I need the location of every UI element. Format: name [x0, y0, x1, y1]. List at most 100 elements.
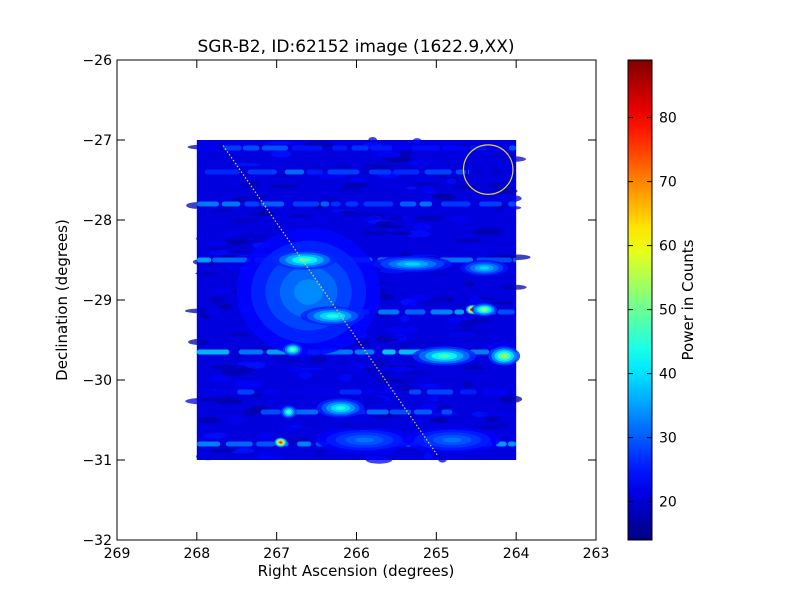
noise-patch [250, 393, 263, 398]
noise-patch [196, 397, 224, 402]
noise-patch [289, 436, 310, 443]
noise-patch [255, 455, 283, 460]
noise-patch [266, 162, 287, 168]
streak-segment [397, 145, 411, 151]
noise-patch [227, 220, 238, 227]
noise-patch [322, 197, 339, 203]
blob-level [335, 406, 346, 410]
noise-patch [377, 317, 386, 322]
noise-patch [433, 163, 446, 171]
streak-segment [382, 349, 396, 355]
noise-patch [497, 156, 526, 162]
noise-patch [350, 196, 383, 200]
streak-segment [413, 409, 433, 415]
noise-patch [228, 333, 250, 337]
noise-patch [408, 160, 429, 166]
noise-patch [314, 450, 326, 456]
blob-level [279, 441, 282, 444]
streak-segment [315, 389, 338, 395]
noise-patch [390, 231, 413, 236]
noise-patch [418, 383, 442, 389]
noise-patch [436, 377, 459, 382]
noise-patch [485, 415, 500, 423]
noise-patch [205, 240, 229, 245]
noise-patch [426, 378, 438, 383]
noise-patch [379, 293, 394, 300]
noise-patch [467, 279, 481, 283]
x-tick-label: 269 [104, 546, 131, 562]
noise-patch [497, 423, 509, 427]
noise-patch [471, 411, 488, 417]
streak-segment [260, 201, 285, 207]
noise-patch [389, 357, 401, 361]
noise-patch [443, 325, 455, 331]
noise-patch [497, 395, 523, 404]
streak-segment [261, 145, 289, 151]
streak-segment [225, 441, 253, 447]
noise-patch [469, 296, 482, 302]
streak-segment [508, 201, 517, 207]
noise-patch [406, 186, 417, 190]
blob-level [442, 437, 462, 443]
noise-patch [478, 422, 502, 429]
noise-patch [232, 235, 245, 242]
colorbar-tick-label: 50 [659, 303, 677, 319]
noise-patch [238, 417, 264, 423]
noise-patch [233, 163, 262, 167]
streak-segment [408, 389, 422, 395]
noise-patch [491, 168, 502, 177]
noise-patch [430, 272, 450, 276]
streak-segment [215, 389, 228, 395]
streak-segment [196, 201, 219, 207]
noise-patch [492, 301, 514, 305]
streak-segment [196, 145, 218, 151]
noise-patch [463, 380, 474, 389]
noise-patch [420, 403, 438, 411]
noise-patch [209, 249, 229, 256]
noise-patch [339, 374, 353, 382]
streak-segment [497, 309, 515, 315]
colorbar: 20 30 40 50 60 70 80 [627, 59, 677, 541]
noise-patch [234, 380, 263, 387]
noise-patch [210, 365, 237, 369]
streak-segment [455, 169, 467, 175]
noise-patch [349, 416, 366, 420]
noise-patch [445, 287, 460, 292]
blob-level [437, 354, 451, 358]
streak-segment [212, 257, 248, 263]
noise-patch [371, 420, 393, 428]
noise-patch [210, 375, 232, 382]
noise-patch [338, 186, 361, 194]
blob-level [404, 262, 421, 266]
streak-segment [430, 309, 453, 315]
noise-patch [449, 331, 478, 337]
noise-patch [391, 414, 413, 418]
noise-patch [481, 195, 502, 202]
streak-segment [297, 441, 312, 447]
streak-segment [247, 169, 277, 175]
streak-segment [330, 201, 341, 207]
noise-patch [196, 235, 218, 242]
blob-level [500, 354, 508, 358]
noise-patch [401, 215, 411, 221]
streak-segment [327, 169, 360, 175]
streak-segment [441, 201, 471, 207]
noise-patch [299, 422, 322, 428]
noise-patch [272, 353, 290, 360]
noise-patch [365, 456, 393, 464]
blob-level [479, 266, 490, 270]
streak-segment [411, 145, 441, 151]
noise-patch [379, 174, 398, 178]
streak-segment [441, 145, 469, 151]
noise-patch [343, 157, 367, 163]
streak-segment [399, 201, 417, 207]
y-tick-label: −30 [82, 373, 112, 389]
noise-patch [413, 216, 445, 221]
noise-patch [270, 150, 292, 158]
streak-segment [369, 169, 392, 175]
noise-patch [472, 227, 504, 236]
noise-patch [387, 164, 415, 171]
streak-segment [345, 201, 359, 207]
noise-patch [227, 179, 245, 186]
streak-segment [491, 145, 504, 151]
